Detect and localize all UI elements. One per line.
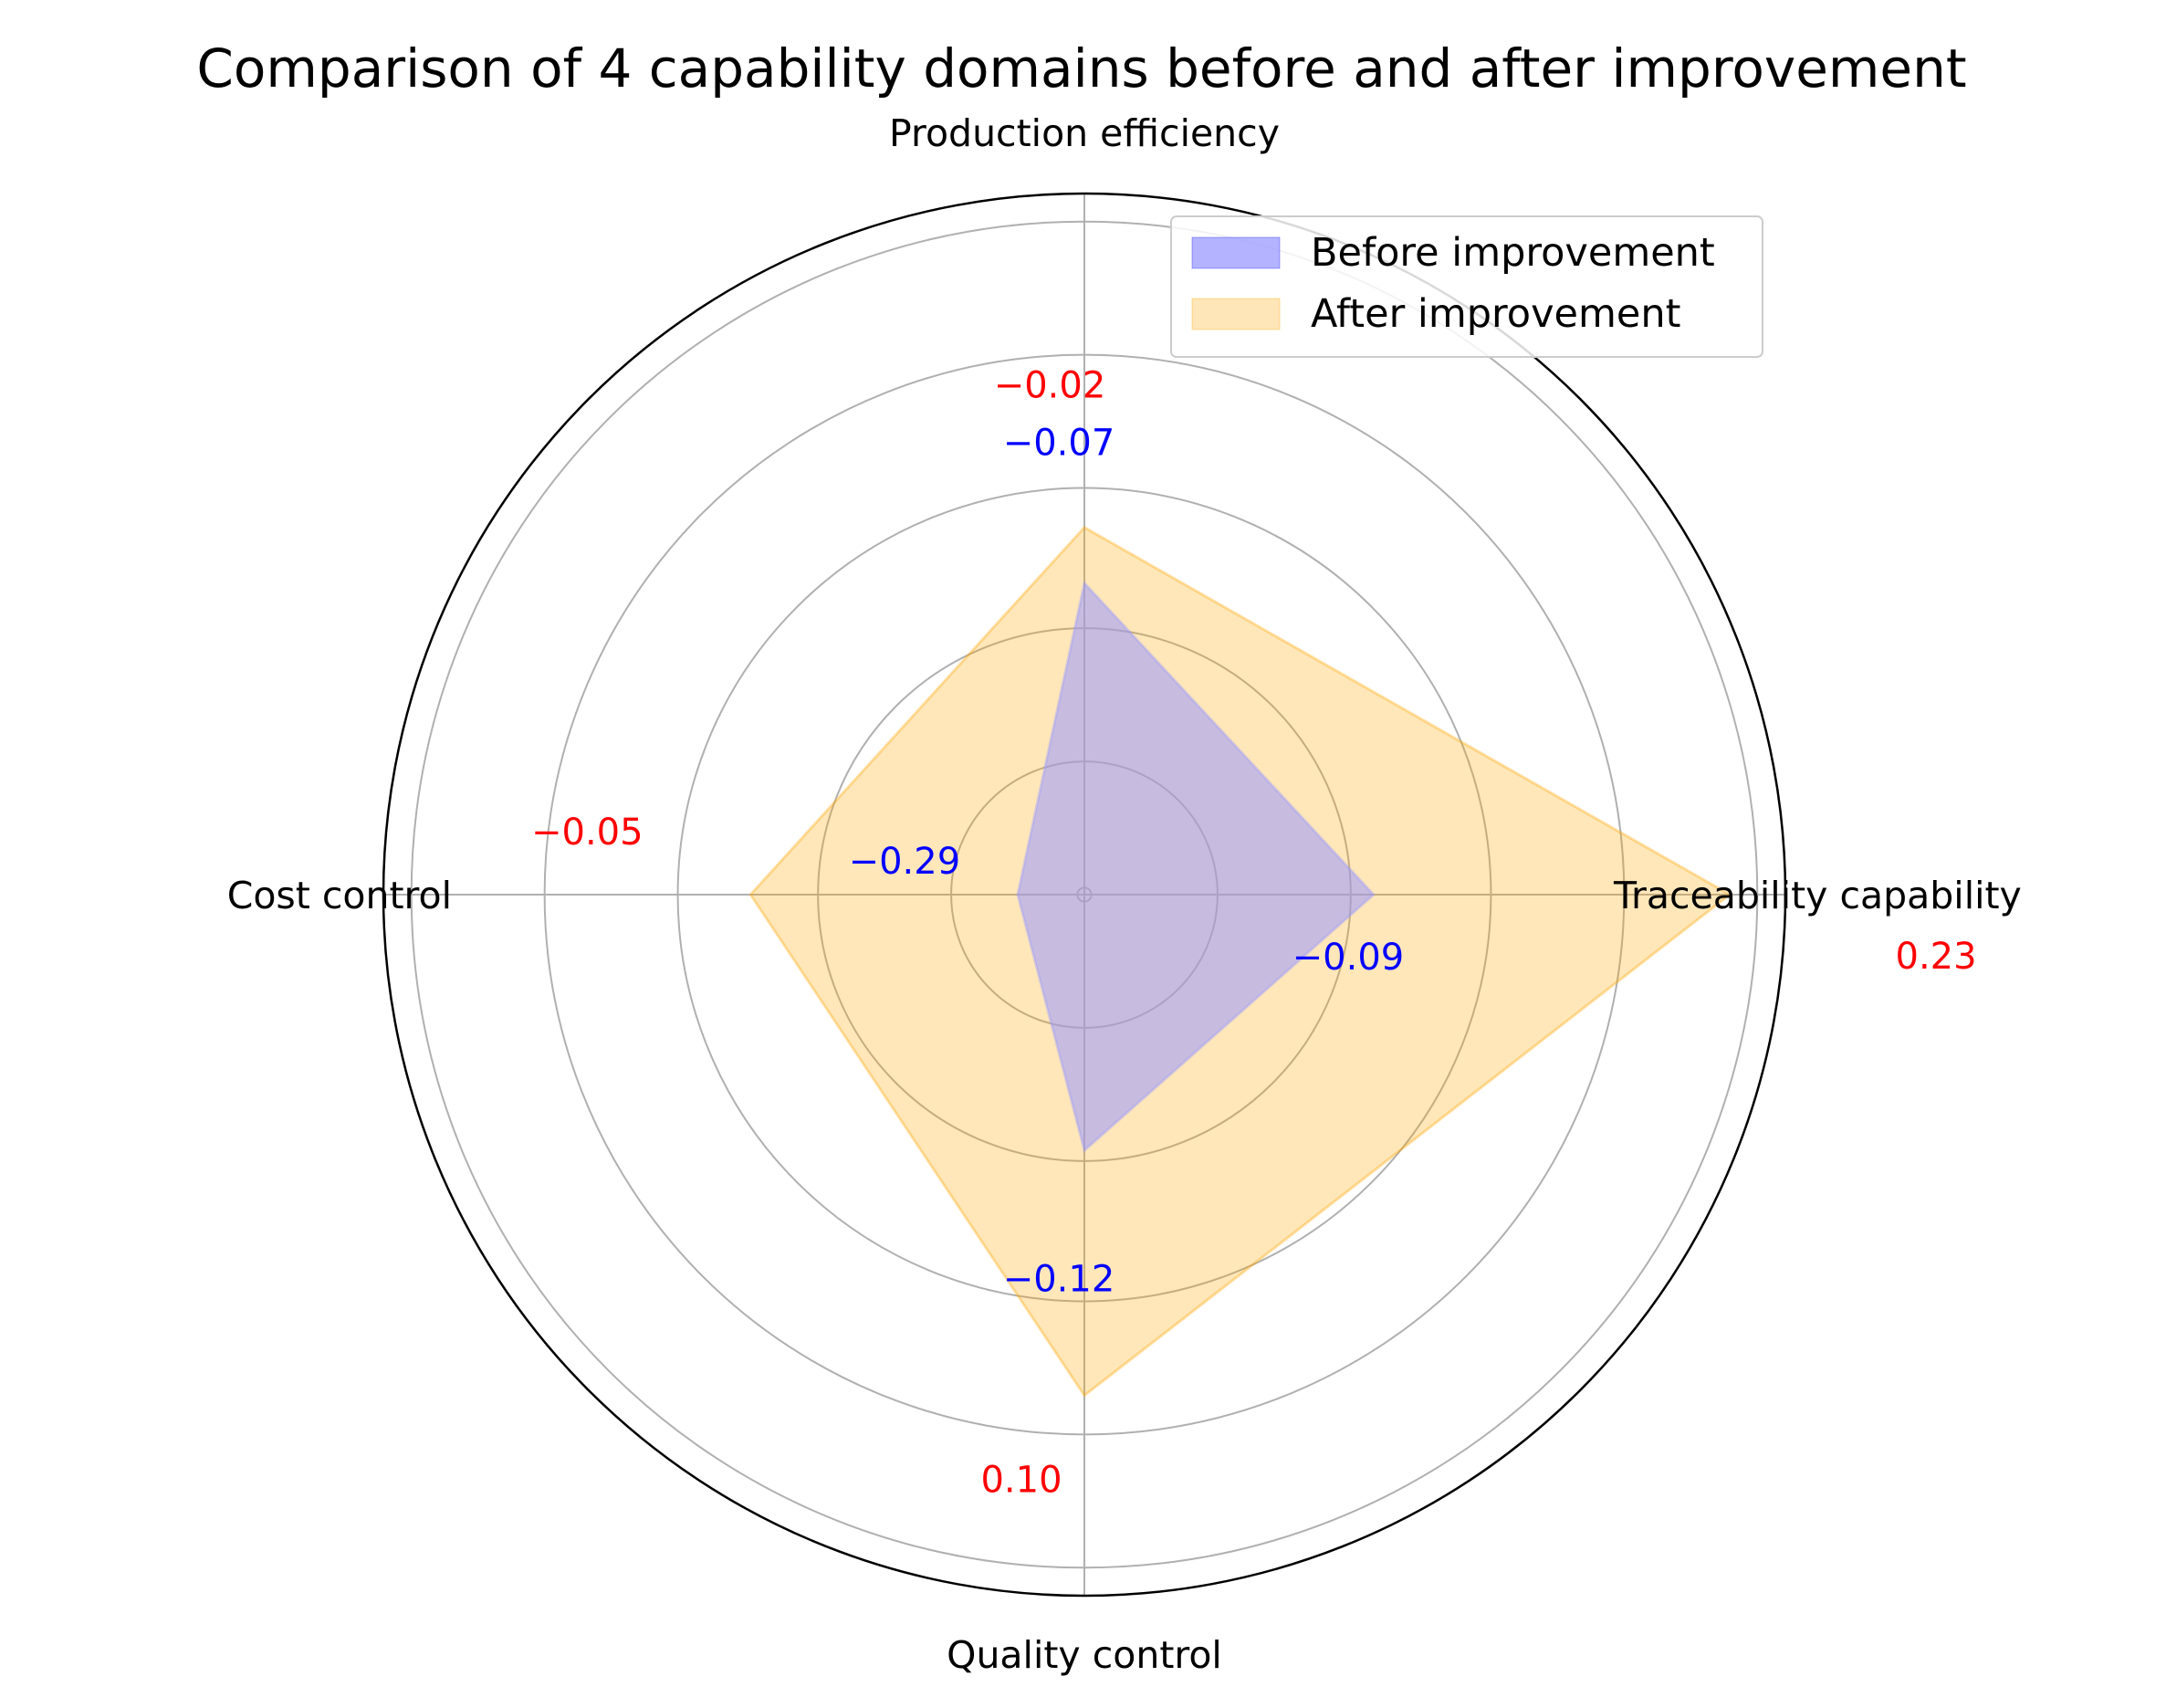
- before-value-label-3: −0.29: [849, 841, 961, 883]
- after-value-label-3: −0.05: [531, 812, 644, 854]
- after-value-label-0: −0.02: [994, 365, 1106, 407]
- before-value-label-0: −0.07: [1003, 423, 1115, 465]
- before-value-label-2: −0.12: [1003, 1258, 1115, 1300]
- legend-label-before: Before improvement: [1311, 230, 1715, 276]
- axis-label-1: Traceability capability: [1613, 874, 2022, 917]
- legend-swatch-before: [1191, 236, 1281, 269]
- axis-label-2: Quality control: [947, 1633, 1222, 1677]
- legend-swatch-after: [1191, 298, 1281, 330]
- axis-label-0: Production efficiency: [889, 111, 1280, 155]
- series-layer: [748, 525, 1732, 1398]
- chart-title: Comparison of 4 capability domains befor…: [196, 37, 1966, 100]
- axis-labels: Production efficiency Traceability capabi…: [227, 111, 2022, 1677]
- legend: Before improvement After improvement: [1170, 215, 1763, 358]
- before-value-label-1: −0.09: [1292, 937, 1405, 979]
- legend-label-after: After improvement: [1311, 291, 1680, 337]
- axis-label-3: Cost control: [227, 874, 452, 917]
- outer-frame: [382, 192, 1787, 1598]
- legend-box: [1170, 215, 1763, 358]
- value-labels: −0.07 −0.09 −0.12 −0.29 −0.02 0.23 0.10 −0.05: [531, 365, 1977, 1502]
- after-value-label-2: 0.10: [980, 1460, 1062, 1502]
- series-before-area: [1016, 580, 1376, 1154]
- after-value-label-1: 0.23: [1896, 936, 1977, 978]
